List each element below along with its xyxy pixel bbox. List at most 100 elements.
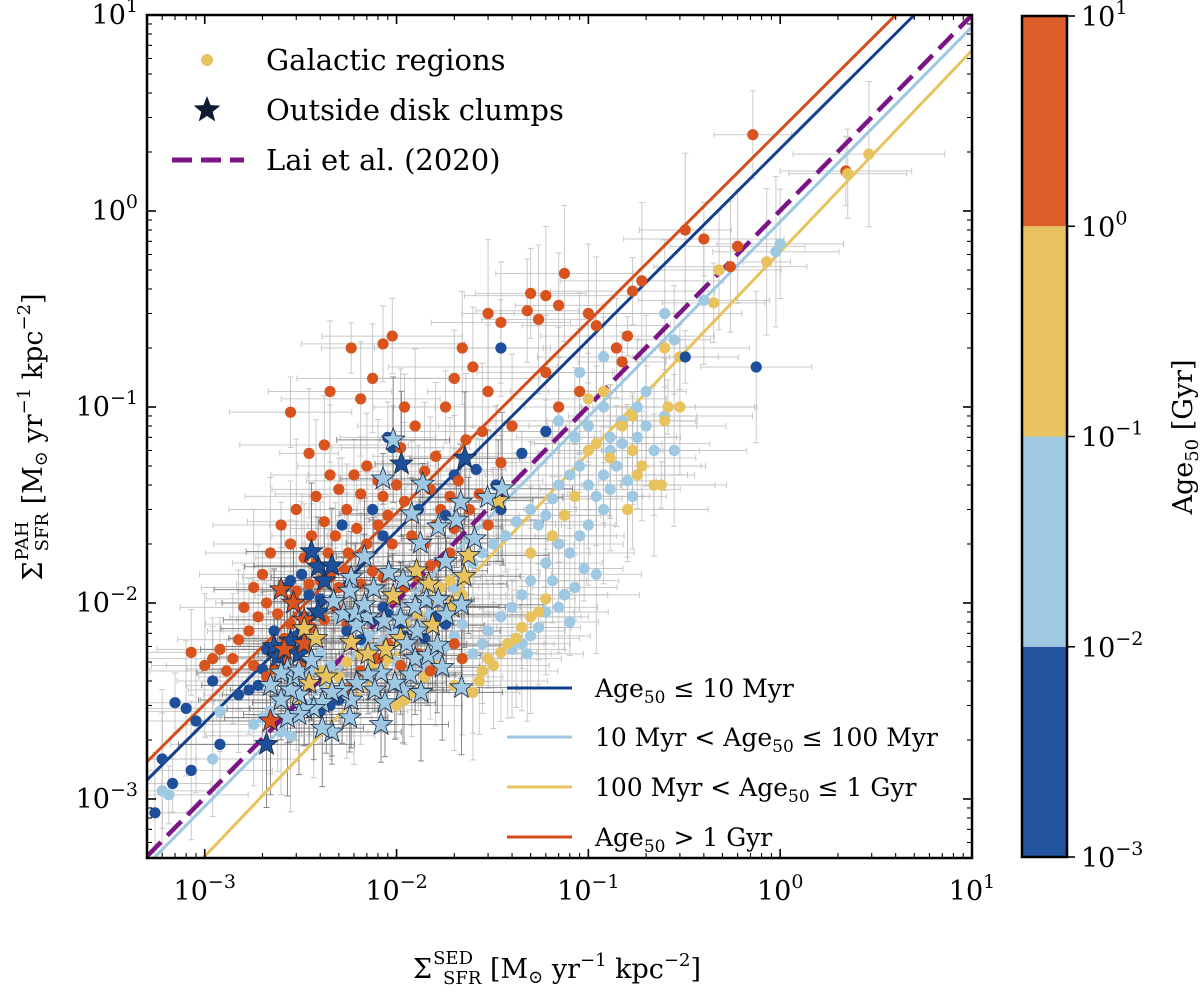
region-point xyxy=(540,593,552,605)
region-point xyxy=(361,460,373,472)
region-point xyxy=(220,665,233,677)
clump-star xyxy=(416,570,442,595)
region-point xyxy=(256,568,269,580)
region-point xyxy=(214,705,226,717)
region-point xyxy=(532,606,545,618)
clump-star xyxy=(372,689,398,714)
region-point xyxy=(553,601,565,613)
region-point xyxy=(303,578,315,590)
clump-star xyxy=(455,542,481,567)
region-point xyxy=(366,503,379,516)
region-point xyxy=(569,490,581,502)
axis-ticks xyxy=(146,14,973,859)
y-tick-label: 10−2 xyxy=(76,583,138,619)
clump-star xyxy=(451,563,477,587)
clump-star xyxy=(443,506,469,531)
region-point xyxy=(324,469,336,481)
region-point xyxy=(540,509,552,521)
region-point xyxy=(573,530,586,542)
clump-star xyxy=(298,647,324,671)
legend-top-label: Outside disk clumps xyxy=(266,93,564,127)
clump-star xyxy=(462,525,488,550)
clump-star xyxy=(355,640,381,665)
region-point xyxy=(597,469,610,481)
region-point xyxy=(430,450,442,462)
region-point xyxy=(648,479,660,491)
region-point xyxy=(597,401,610,413)
region-point xyxy=(329,530,342,542)
region-point xyxy=(342,547,354,559)
clump-star xyxy=(425,586,451,611)
x-tick-label: 10−2 xyxy=(365,871,427,907)
region-point xyxy=(456,653,468,665)
region-point xyxy=(303,447,315,459)
region-point xyxy=(582,519,594,531)
region-point xyxy=(398,401,411,413)
legend-fit-entry: Age50 ≤ 10 Myr xyxy=(507,674,794,708)
region-point xyxy=(275,726,287,738)
region-point xyxy=(569,431,581,443)
legend-fit-label: 10 Myr < Age50 ≤ 100 Myr xyxy=(595,723,938,757)
region-point xyxy=(610,460,623,472)
region-point xyxy=(495,611,507,623)
region-point xyxy=(243,684,255,696)
region-point xyxy=(238,601,250,613)
region-point xyxy=(597,385,610,398)
region-point xyxy=(564,616,576,628)
x-axis-label: ΣSED SFR [M⊙ yr−1 kpc−2] xyxy=(413,948,701,988)
clump-star xyxy=(448,674,474,699)
clump-star xyxy=(361,575,387,600)
region-point xyxy=(264,547,277,559)
region-point xyxy=(476,425,488,438)
region-point xyxy=(382,509,394,521)
region-point xyxy=(610,342,623,354)
region-point xyxy=(553,415,565,427)
region-point xyxy=(525,287,537,299)
region-point xyxy=(156,753,168,765)
clump-star xyxy=(351,543,377,568)
region-point xyxy=(604,483,616,495)
region-point xyxy=(366,565,379,577)
clump-star xyxy=(257,707,283,732)
clump-star xyxy=(452,445,478,469)
clump-star xyxy=(313,663,339,688)
colorbar-segment xyxy=(1022,226,1067,437)
region-point xyxy=(456,342,468,354)
region-point xyxy=(476,638,488,650)
region-point xyxy=(521,648,533,660)
region-point xyxy=(448,372,460,384)
region-point xyxy=(243,625,255,637)
region-point xyxy=(640,385,652,398)
region-point xyxy=(546,493,559,505)
region-point xyxy=(169,697,181,709)
clump-star xyxy=(429,654,455,678)
region-point xyxy=(248,581,260,594)
region-point xyxy=(621,475,634,487)
clump-star xyxy=(311,567,337,592)
clump-star xyxy=(337,577,363,602)
region-point xyxy=(268,625,280,637)
clump-star xyxy=(351,591,377,616)
legend-fit-entry: 10 Myr < Age50 ≤ 100 Myr xyxy=(507,723,938,757)
legend-fits: Age50 ≤ 10 Myr 10 Myr < Age50 ≤ 100 Myr 10… xyxy=(507,674,938,857)
region-point xyxy=(336,519,348,531)
region-point xyxy=(473,675,485,687)
clump-star xyxy=(286,701,312,726)
clump-star xyxy=(319,552,345,577)
region-point xyxy=(406,530,418,542)
region-point xyxy=(163,789,175,801)
region-point xyxy=(345,342,357,354)
region-point xyxy=(590,568,602,580)
region-point xyxy=(582,307,594,320)
clump-star xyxy=(338,686,364,711)
region-point xyxy=(199,659,211,672)
region-point xyxy=(284,618,297,630)
colorbar-tick-label: 101 xyxy=(1081,0,1127,33)
region-point xyxy=(460,434,472,446)
region-point xyxy=(214,643,226,655)
clump-star xyxy=(397,661,423,686)
legend-top-entry: Lai et al. (2020) xyxy=(172,143,501,177)
region-point xyxy=(597,351,610,363)
region-point xyxy=(708,297,720,309)
